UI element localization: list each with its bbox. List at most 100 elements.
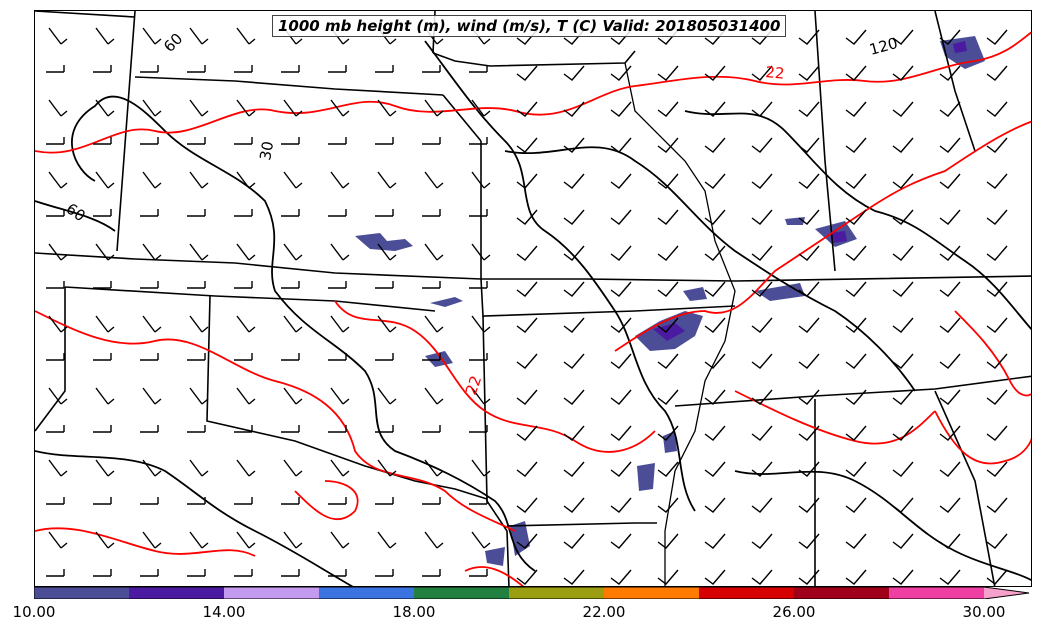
wind-barb: [471, 99, 491, 117]
wind-barb: [892, 281, 914, 297]
wind-barb: [610, 569, 632, 585]
wind-barb: [986, 353, 1008, 369]
wind-barb: [328, 497, 347, 505]
wind-barb: [798, 281, 820, 297]
wind-barb: [657, 281, 679, 297]
wind-barb: [986, 497, 1008, 513]
map-panel: 60 30 60 120 22 22: [34, 10, 1032, 587]
wind-barb: [845, 245, 867, 261]
wind-barb: [516, 245, 538, 261]
wind-barb: [93, 425, 112, 433]
wind-barb: [187, 209, 206, 217]
wind-barb: [234, 569, 253, 577]
wind-barb: [281, 137, 300, 145]
wind-barb: [234, 425, 253, 433]
wind-barb: [845, 173, 867, 189]
wind-barb: [422, 137, 441, 145]
wind-barb: [704, 461, 726, 477]
wind-barb: [657, 173, 679, 189]
wind-barb: [563, 533, 585, 549]
wind-barb: [422, 569, 441, 577]
wind-barb: [610, 317, 632, 333]
wind-barb: [563, 569, 585, 585]
wind-barb: [892, 497, 914, 513]
wind-barb: [704, 353, 726, 369]
wind-barb: [328, 209, 347, 217]
wind-barb: [516, 173, 538, 189]
wind-barb: [939, 497, 961, 513]
colorbar-segment: [414, 587, 509, 599]
wind-barb: [234, 137, 253, 145]
wind-barb: [377, 171, 397, 189]
wind-barb: [187, 137, 206, 145]
wind-barb: [424, 531, 444, 549]
wind-barb: [751, 533, 773, 549]
shaded-field: [355, 36, 985, 566]
wind-barbs: [46, 27, 1008, 585]
wind-barb: [845, 29, 867, 45]
wind-barb: [516, 533, 538, 549]
wind-barb: [234, 209, 253, 217]
wind-barb: [986, 425, 1008, 441]
wind-barb: [189, 171, 209, 189]
wind-barb: [845, 533, 867, 549]
wind-barb: [798, 101, 820, 117]
wind-barb: [281, 353, 300, 361]
wind-barb: [516, 569, 538, 585]
wind-barb: [281, 569, 300, 577]
wind-barb: [48, 243, 68, 261]
wind-barb: [48, 387, 68, 405]
wind-barb: [424, 387, 444, 405]
wind-barb: [657, 317, 679, 333]
wind-barb: [471, 315, 491, 333]
wind-barb: [46, 209, 65, 217]
wind-barb: [142, 387, 162, 405]
wind-barb: [189, 387, 209, 405]
wind-barb: [704, 209, 726, 225]
wind-barb: [422, 353, 441, 361]
wind-barb: [377, 387, 397, 405]
wind-barb: [48, 27, 68, 45]
wind-barb: [892, 65, 914, 81]
wind-barb: [236, 243, 256, 261]
wind-barb: [751, 101, 773, 117]
wind-barb: [95, 99, 115, 117]
wind-barb: [375, 281, 394, 289]
wind-barb: [751, 389, 773, 405]
wind-barb: [516, 389, 538, 405]
wind-barb: [516, 317, 538, 333]
wind-barb: [424, 99, 444, 117]
wind-barb: [377, 99, 397, 117]
wind-barb: [892, 461, 914, 477]
wind-barb: [892, 101, 914, 117]
wind-barb: [657, 353, 679, 369]
wind-barb: [657, 65, 679, 81]
wind-barb: [330, 171, 350, 189]
wind-barb: [375, 425, 394, 433]
wind-barb: [330, 315, 350, 333]
wind-barb: [657, 209, 679, 225]
wind-barb: [563, 173, 585, 189]
wind-barb: [142, 27, 162, 45]
wind-barb: [424, 243, 444, 261]
temperature-label-22-b: 22: [462, 373, 485, 397]
wind-barb: [610, 353, 632, 369]
wind-barb: [657, 569, 679, 585]
wind-barb: [563, 101, 585, 117]
wind-barb: [986, 101, 1008, 117]
wind-barb: [236, 171, 256, 189]
wind-barb: [610, 281, 632, 297]
wind-barb: [657, 137, 679, 153]
wind-barb: [563, 425, 585, 441]
wind-barb: [986, 317, 1008, 333]
colorbar-extension: [984, 587, 1029, 599]
wind-barb: [471, 243, 491, 261]
wind-barb: [892, 317, 914, 333]
wind-barb: [234, 65, 253, 73]
wind-barb: [422, 281, 441, 289]
wind-barb: [93, 137, 112, 145]
wind-barb: [751, 461, 773, 477]
wind-barb: [845, 209, 867, 225]
wind-barb: [328, 425, 347, 433]
wind-barb: [798, 533, 820, 549]
